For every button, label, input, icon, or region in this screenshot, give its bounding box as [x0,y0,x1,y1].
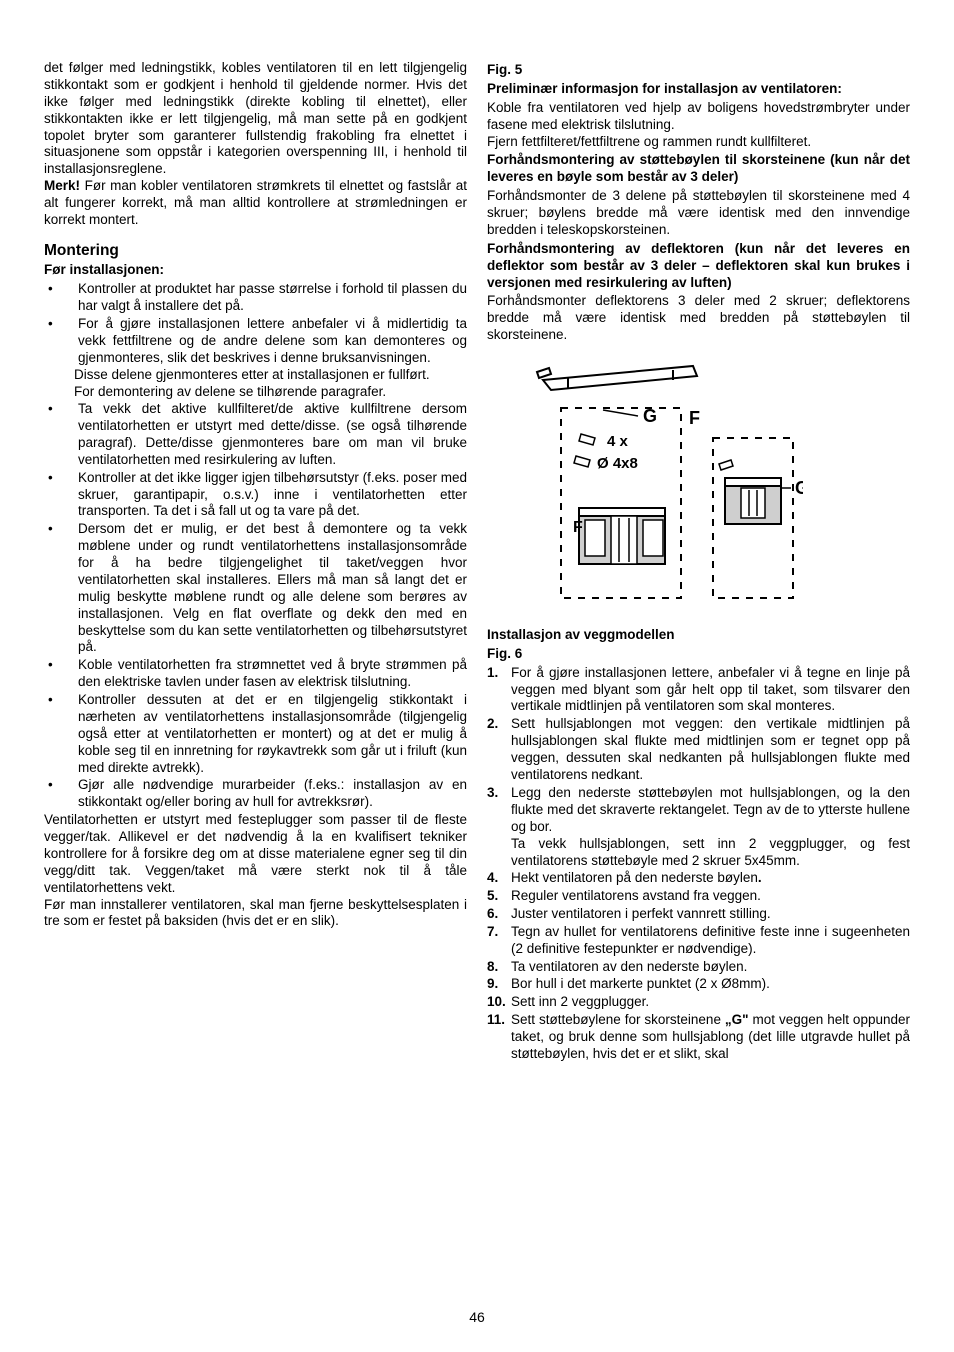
number-marker: 7. [487,924,511,958]
list-item: 7.Tegn av hullet for ventilatorens defin… [487,924,910,958]
list-item: 3.Legg den nederste støttebøylen mot hul… [487,785,910,836]
paragraph: Fjern fettfilteret/fettfiltrene og ramme… [487,134,910,151]
label-4x: 4 x [607,433,629,450]
number-marker: 8. [487,959,511,976]
bullet-icon: • [44,657,78,691]
number-marker: 2. [487,716,511,784]
numbered-list: 4.Hekt ventilatoren på den nederste bøyl… [487,870,910,1063]
number-marker: 6. [487,906,511,923]
list-item: •Kontroller at produktet har passe størr… [44,281,467,315]
number-marker: 5. [487,888,511,905]
emphasis: Merk! [44,178,80,193]
list-item: •Kontroller dessuten at det er en tilgje… [44,692,467,776]
text: Sett hullsjablongen mot veggen: den vert… [511,716,910,784]
subheading: Installasjon av veggmodellen [487,627,910,644]
list-item: 5.Reguler ventilatorens avstand fra vegg… [487,888,910,905]
text: Kontroller at det ikke ligger igjen tilb… [78,470,467,521]
number-marker: 3. [487,785,511,836]
label-diameter: Ø 4x8 [597,455,638,472]
paragraph: det følger med ledningstikk, kobles vent… [44,60,467,178]
text: Reguler ventilatorens avstand fra veggen… [511,888,910,905]
subheading: Før installasjonen: [44,262,467,279]
text: Juster ventilatoren i perfekt vannrett s… [511,906,910,923]
list-item: 2.Sett hullsjablongen mot veggen: den ve… [487,716,910,784]
number-marker: 4. [487,870,511,887]
number-marker: 11. [487,1012,511,1063]
figure-ref: Fig. 6 [487,646,910,663]
two-column-layout: det følger med ledningstikk, kobles vent… [44,60,910,1064]
continuation-text: Ta vekk hullsjablongen, sett inn 2 veggp… [511,836,910,870]
list-item: •Koble ventilatorhetten fra strømnettet … [44,657,467,691]
list-item: •Kontroller at det ikke ligger igjen til… [44,470,467,521]
subheading: Forhåndsmontering av deflektoren (kun nå… [487,241,910,292]
bullet-icon: • [44,470,78,521]
bullet-list: •Kontroller at produktet har passe størr… [44,281,467,366]
paragraph: Forhåndsmonter deflektorens 3 deler med … [487,293,910,344]
bullet-list: •Ta vekk det aktive kullfilteret/de akti… [44,401,467,811]
text: Tegn av hullet for ventilatorens definit… [511,924,910,958]
list-item: 4.Hekt ventilatoren på den nederste bøyl… [487,870,910,887]
label-G-right: G [795,478,803,498]
text: Kontroller dessuten at det er en tilgjen… [78,692,467,776]
text: Før man kobler ventilatoren strømkrets t… [44,178,467,227]
text: Bor hull i det markerte punktet (2 x Ø8m… [511,976,910,993]
paragraph: Koble fra ventilatoren ved hjelp av boli… [487,100,910,134]
numbered-list: 1.For å gjøre installasjonen lettere, an… [487,665,910,836]
text: Legg den nederste støttebøylen mot hulls… [511,785,910,836]
list-item: 11.Sett støttebøylene for skorsteinene „… [487,1012,910,1063]
figure-ref: Fig. 5 [487,62,910,79]
paragraph: Ventilatorhetten er utstyrt med festeplu… [44,812,467,896]
bullet-icon: • [44,777,78,811]
label-G: G [643,406,657,426]
text: Gjør alle nødvendige murarbeider (f.eks.… [78,777,467,811]
assembly-diagram: G F 4 x Ø 4x8 [523,358,910,613]
subheading: Preliminær informasjon for installasjon … [487,81,910,98]
continuation-text: For demontering av delene se tilhørende … [74,384,467,401]
bullet-icon: • [44,692,78,776]
text: Sett inn 2 veggplugger. [511,994,910,1011]
label-F-left: F [573,519,583,536]
number-marker: 1. [487,665,511,716]
text: Dersom det er mulig, er det best å demon… [78,521,467,656]
left-column: det følger med ledningstikk, kobles vent… [44,60,467,1064]
text: For å gjøre installasjonen lettere anbef… [78,316,467,367]
continuation-text: Disse delene gjenmonteres etter at insta… [74,367,467,384]
list-item: 9.Bor hull i det markerte punktet (2 x Ø… [487,976,910,993]
bullet-icon: • [44,521,78,656]
list-item: •Gjør alle nødvendige murarbeider (f.eks… [44,777,467,811]
subheading: Forhåndsmontering av støttebøylen til sk… [487,152,910,186]
page: det følger med ledningstikk, kobles vent… [0,0,954,1352]
list-item: •Ta vekk det aktive kullfilteret/de akti… [44,401,467,469]
list-item: 1.For å gjøre installasjonen lettere, an… [487,665,910,716]
right-column: Fig. 5 Preliminær informasjon for instal… [487,60,910,1064]
text: Koble ventilatorhetten fra strømnettet v… [78,657,467,691]
number-marker: 9. [487,976,511,993]
text: For å gjøre installasjonen lettere, anbe… [511,665,910,716]
text: Hekt ventilatoren på den nederste bøylen… [511,870,910,887]
list-item: 10.Sett inn 2 veggplugger. [487,994,910,1011]
list-item: •Dersom det er mulig, er det best å demo… [44,521,467,656]
bullet-icon: • [44,316,78,367]
bullet-icon: • [44,281,78,315]
number-marker: 10. [487,994,511,1011]
text: Ta ventilatoren av den nederste bøylen. [511,959,910,976]
text: Ta vekk det aktive kullfilteret/de aktiv… [78,401,467,469]
paragraph: Merk! Før man kobler ventilatoren strømk… [44,178,467,229]
list-item: 6.Juster ventilatoren i perfekt vannrett… [487,906,910,923]
bullet-icon: • [44,401,78,469]
page-number: 46 [0,1309,954,1327]
paragraph: Forhåndsmonter de 3 delene på støttebøyl… [487,188,910,239]
list-item: 8.Ta ventilatoren av den nederste bøylen… [487,959,910,976]
list-item: •For å gjøre installasjonen lettere anbe… [44,316,467,367]
paragraph: Før man innstallerer ventilatoren, skal … [44,897,467,931]
text: Sett støttebøylene for skorsteinene „G" … [511,1012,910,1063]
heading-montering: Montering [44,241,467,260]
diagram-svg: G F 4 x Ø 4x8 [523,358,803,608]
text: Kontroller at produktet har passe større… [78,281,467,315]
label-F: F [689,408,700,428]
